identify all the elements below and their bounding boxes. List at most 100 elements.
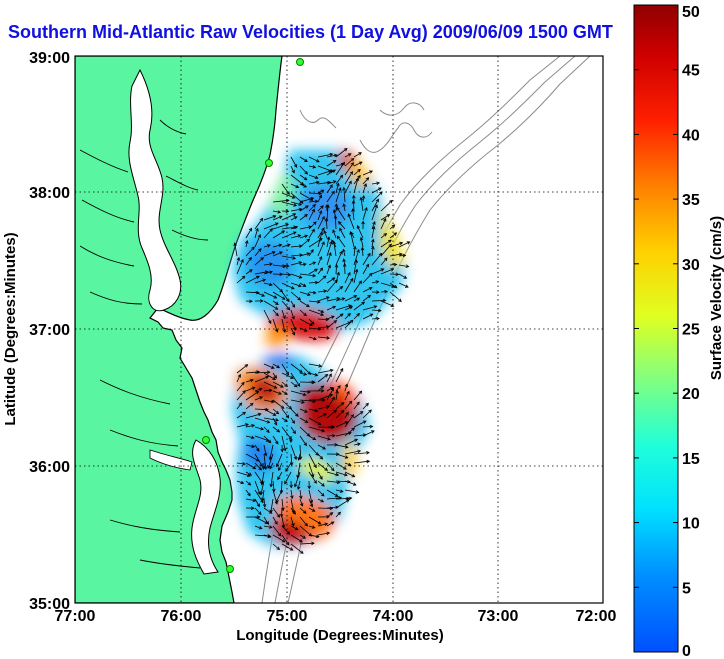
velocity-vector: [308, 435, 316, 440]
velocity-vector: [371, 281, 379, 284]
velocity-vector: [335, 511, 341, 518]
velocity-vector: [380, 257, 388, 266]
velocity-vector: [290, 390, 307, 396]
velocity-vector-head: [383, 257, 388, 262]
velocity-vector: [380, 282, 395, 288]
velocity-vector-head: [310, 249, 314, 253]
velocity-vector-head: [383, 217, 387, 222]
velocity-vector-head: [321, 241, 325, 246]
velocity-vector: [290, 254, 303, 257]
velocity-vector-head: [320, 205, 324, 209]
velocity-vector-head: [347, 271, 351, 276]
velocity-vector-head: [301, 400, 305, 404]
velocity-vector: [299, 498, 303, 507]
velocity-vector: [344, 181, 352, 194]
velocity-vector: [353, 390, 362, 401]
velocity-vector-head: [334, 263, 339, 268]
velocity-vector: [254, 408, 269, 411]
colorbar-gradient: [633, 4, 679, 653]
velocity-vector-head: [344, 445, 349, 449]
velocity-vector: [272, 251, 283, 257]
velocity-vector: [326, 409, 337, 419]
velocity-vector-head: [378, 252, 383, 257]
velocity-vector: [290, 208, 302, 212]
velocity-vector-head: [311, 525, 316, 529]
velocity-vector-head: [382, 298, 387, 303]
velocity-vector-head: [378, 308, 382, 313]
velocity-vector: [344, 414, 354, 428]
velocity-vector-head: [339, 250, 343, 255]
velocity-vector: [362, 409, 372, 419]
velocity-vector: [326, 489, 339, 497]
velocity-vector-head: [251, 246, 255, 251]
velocity-vector-head: [269, 228, 273, 232]
velocity-vector-head: [330, 521, 335, 525]
velocity-vector-head: [347, 462, 352, 467]
velocity-vector-head: [369, 424, 374, 429]
velocity-vector: [281, 291, 290, 302]
velocity-vector-head: [342, 248, 346, 253]
velocity-vector: [308, 229, 315, 239]
velocity-vector: [317, 369, 333, 374]
velocity-vector: [335, 390, 338, 401]
velocity-vector: [353, 443, 361, 446]
velocity-vector: [254, 489, 264, 503]
velocity-vector: [254, 371, 270, 374]
velocity-vector-head: [275, 440, 279, 445]
velocity-vector: [308, 174, 318, 179]
velocity-vector-head: [367, 294, 372, 299]
velocity-vector: [308, 192, 322, 194]
velocity-vector: [308, 453, 317, 468]
velocity-vector-head: [291, 169, 295, 174]
velocity-vector: [336, 207, 346, 221]
velocity-vector-head: [348, 180, 352, 185]
velocity-vector: [335, 385, 341, 392]
velocity-vector: [272, 507, 280, 518]
velocity-vector-head: [321, 215, 325, 220]
velocity-vector-head: [318, 255, 323, 260]
velocity-vector-head: [259, 217, 264, 222]
velocity-vector: [317, 489, 325, 497]
velocity-vector: [290, 261, 302, 266]
velocity-vector-head: [265, 375, 270, 380]
velocity-vector-head: [319, 267, 323, 272]
velocity-vector-head: [332, 180, 337, 184]
velocity-vector: [272, 199, 289, 203]
velocity-vector: [353, 313, 360, 320]
colorbar-tick-label: 30: [682, 257, 700, 274]
velocity-vector-head: [350, 162, 354, 166]
velocity-vector: [263, 389, 272, 392]
velocity-vector: [371, 199, 379, 212]
velocity-vector: [380, 200, 393, 212]
velocity-vector: [236, 390, 246, 401]
velocity-vector: [290, 507, 296, 515]
velocity-vector: [353, 297, 360, 302]
velocity-vector-head: [285, 468, 289, 472]
colorbar-tick-label: 20: [682, 386, 700, 403]
velocity-vector: [236, 257, 240, 266]
velocity-vector: [398, 273, 407, 279]
x-tick-label: 73:00: [478, 608, 519, 625]
velocity-vector: [290, 525, 299, 530]
velocity-vector-head: [267, 534, 272, 538]
velocity-vector-head: [292, 511, 296, 515]
velocity-vector: [350, 231, 355, 248]
velocity-vector-head: [302, 262, 307, 267]
velocity-vector-head: [358, 161, 363, 165]
velocity-vector-head: [255, 227, 259, 232]
velocity-vector-head: [368, 287, 373, 291]
velocity-vector-head: [272, 488, 276, 493]
velocity-vector-head: [276, 546, 281, 551]
velocity-vector-head: [295, 413, 299, 417]
velocity-vector-head: [322, 275, 327, 279]
velocity-vector-head: [319, 476, 323, 480]
colorbar-tick-label: 0: [682, 643, 691, 659]
velocity-vector: [362, 430, 375, 437]
velocity-vector-head: [347, 479, 351, 484]
velocity-vector-head: [241, 275, 246, 280]
y-tick-label: 37:00: [29, 322, 70, 339]
velocity-vector: [317, 374, 328, 383]
velocity-vector: [371, 246, 374, 257]
velocity-vector: [357, 225, 364, 239]
velocity-vector-head: [327, 437, 331, 441]
